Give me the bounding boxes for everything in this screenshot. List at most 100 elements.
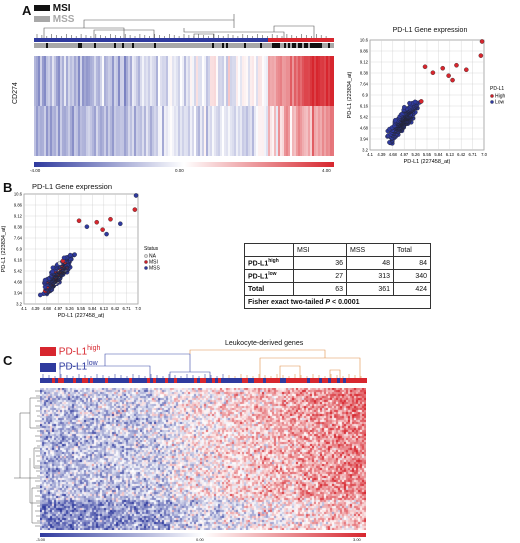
heatmap-column <box>168 56 170 156</box>
heatmap-column <box>56 56 58 156</box>
heatmap-column <box>52 56 54 156</box>
y-tick-label: 6.16 <box>14 258 23 263</box>
panel-c-group-bar <box>40 378 367 383</box>
heatmap-column <box>158 56 160 156</box>
heatmap-column <box>290 56 292 156</box>
scatter-point <box>67 252 73 258</box>
x-tick-label: 6.42 <box>457 152 466 157</box>
y-tick-label: 9.86 <box>14 203 23 208</box>
heatmap-column <box>320 56 322 156</box>
heatmap-column <box>96 56 98 156</box>
legend-mss: MSS <box>34 15 74 25</box>
scatter-point <box>419 99 424 104</box>
heatmap-column <box>76 56 78 156</box>
heatmap-column <box>270 56 272 156</box>
heatmap-column <box>312 56 314 156</box>
heatmap-row-label: CD274 <box>12 82 19 104</box>
heatmap-column <box>294 56 296 156</box>
heatmap-column <box>148 56 150 156</box>
heatmap-column <box>330 56 332 156</box>
scatter-legend-marker <box>144 260 148 264</box>
panel-c-legend: PD-L1high PD-L1low <box>40 343 100 374</box>
heatmap-column <box>306 56 308 156</box>
panel-c-title: Leukocyte-derived genes <box>225 340 304 347</box>
heatmap-column <box>206 56 208 156</box>
y-tick-label: 7.64 <box>360 82 369 87</box>
heatmap-column <box>252 56 254 156</box>
heatmap-column <box>102 56 104 156</box>
heatmap-column <box>78 56 80 156</box>
table-row: Total 63 361 424 <box>244 282 431 296</box>
legend-mss-swatch <box>34 16 50 23</box>
table-cell: 63 <box>293 282 347 296</box>
y-tick-label: 3.2 <box>362 148 368 153</box>
legend-msi: MSI <box>34 4 74 14</box>
table-row: PD-L1low 27 313 340 <box>244 269 431 283</box>
heatmap-column <box>44 56 46 156</box>
table-cell: 48 <box>346 256 394 270</box>
heatmap-column <box>98 56 100 156</box>
heatmap-column <box>134 56 136 156</box>
scatter-point <box>407 100 412 106</box>
heatmap-column <box>324 56 326 156</box>
x-tick-label: 5.26 <box>66 306 75 311</box>
x-tick-label: 6.13 <box>100 306 109 311</box>
scatter-b-title: PD-L1 Gene expression <box>31 182 113 191</box>
scatter-legend-label: High <box>495 94 506 100</box>
heatmap-column <box>228 56 230 156</box>
heatmap-column <box>222 56 224 156</box>
x-tick-label: 6.71 <box>469 152 478 157</box>
scatter-point <box>84 224 90 229</box>
heatmap-column <box>40 56 42 156</box>
x-tick-label: 5.84 <box>88 306 97 311</box>
heatmap-column <box>220 56 222 156</box>
heatmap-column <box>64 56 66 156</box>
heatmap-column <box>170 56 172 156</box>
heatmap-column <box>264 56 266 156</box>
scatter-point <box>392 117 398 123</box>
heatmap-column <box>214 56 216 156</box>
table-cell: 84 <box>393 256 431 270</box>
heatmap-column <box>194 56 196 156</box>
heatmap-column <box>274 56 276 156</box>
heatmap-column <box>276 56 278 156</box>
heatmap-column <box>316 56 318 156</box>
table-cell: 313 <box>346 269 394 283</box>
heatmap-column <box>298 56 300 156</box>
x-tick-label: 6.13 <box>446 152 455 157</box>
x-tick-label: 7.0 <box>135 306 141 311</box>
scatter-point <box>100 227 105 232</box>
heatmap-column <box>280 56 282 156</box>
heatmap-column <box>238 56 240 156</box>
scatter-point <box>118 221 123 227</box>
heatmap-column <box>122 56 124 156</box>
scatter-legend-marker <box>144 254 148 258</box>
table-cell: 27 <box>293 269 347 283</box>
heatmap-column <box>82 56 84 156</box>
x-axis-label: PD-L1 (227458_at) <box>404 159 451 165</box>
y-tick-label: 3.2 <box>16 302 22 307</box>
panel-c-top-dendrogram <box>42 349 362 378</box>
heatmap-column <box>266 56 268 156</box>
scatter-point <box>450 77 455 83</box>
table-header-mss: MSS <box>346 243 394 257</box>
x-tick-label: 5.55 <box>77 306 86 311</box>
heatmap-column <box>296 56 298 156</box>
x-tick-label: 4.97 <box>400 152 409 157</box>
scatter-legend-marker <box>490 100 494 104</box>
heatmap-column <box>288 56 290 156</box>
heatmap-column <box>108 56 110 156</box>
x-tick-label: 7.0 <box>481 152 487 157</box>
heatmap-column <box>114 56 116 156</box>
colorbar-c-min: -3.00 <box>36 537 46 542</box>
heatmap-column <box>184 56 186 156</box>
heatmap-column <box>68 56 70 156</box>
heatmap-column <box>242 56 244 156</box>
panel-c-heatmap <box>40 388 366 530</box>
heatmap-column <box>192 56 194 156</box>
y-tick-label: 8.38 <box>14 225 23 230</box>
heatmap-column <box>256 56 258 156</box>
x-tick-label: 4.1 <box>367 152 373 157</box>
heatmap-column <box>132 56 134 156</box>
scatter-point <box>479 39 485 44</box>
